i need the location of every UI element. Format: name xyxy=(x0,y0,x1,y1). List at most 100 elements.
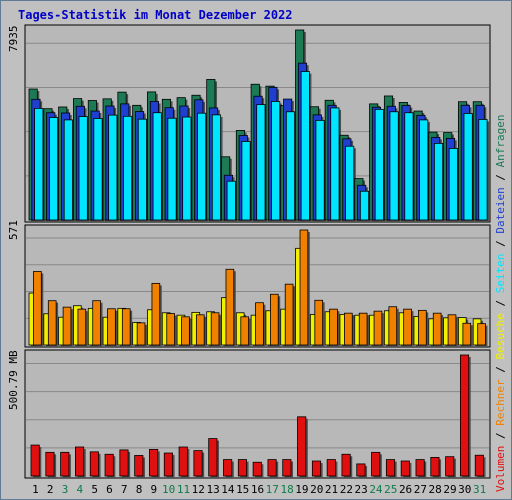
legend-besuche: Besuche xyxy=(494,313,507,359)
bar-volumen-day-9 xyxy=(149,449,159,477)
x-tick-label-4: 4 xyxy=(77,483,84,496)
bar-volumen-day-31 xyxy=(474,454,484,477)
bar-rechner-day-15 xyxy=(240,316,249,346)
legend-anfragen: Anfragen xyxy=(494,114,507,167)
bar-rechner-day-16 xyxy=(255,302,264,346)
bar-seiten-day-14 xyxy=(226,180,236,221)
bar-seiten-day-8 xyxy=(137,118,147,221)
bar-rechner-day-29 xyxy=(447,314,457,346)
x-tick-label-18: 18 xyxy=(280,483,293,496)
bar-rechner-day-14 xyxy=(225,268,235,346)
x-tick-label-7: 7 xyxy=(121,483,128,496)
bar-rechner-day-6 xyxy=(107,308,116,346)
x-tick-label-29: 29 xyxy=(443,483,456,496)
bar-rechner-day-4 xyxy=(77,308,87,346)
bar-volumen-day-27 xyxy=(415,459,425,477)
x-tick-label-26: 26 xyxy=(399,483,412,496)
x-tick-label-5: 5 xyxy=(91,483,98,496)
bar-seiten-day-26 xyxy=(404,112,414,221)
x-tick-label-2: 2 xyxy=(47,483,54,496)
bar-seiten-day-4 xyxy=(78,116,88,221)
bar-seiten-day-13 xyxy=(211,114,221,221)
bar-rechner-day-9 xyxy=(151,282,161,346)
bar-seiten-day-21 xyxy=(330,107,340,221)
bar-rechner-day-8 xyxy=(136,322,146,346)
bar-rechner-day-19 xyxy=(299,229,309,346)
legend-separator: / xyxy=(494,234,507,254)
x-tick-label-13: 13 xyxy=(206,483,219,496)
legend-separator: / xyxy=(494,360,507,380)
bar-volumen-day-12 xyxy=(193,450,203,477)
bar-seiten-day-6 xyxy=(108,114,118,221)
bar-seiten-day-12 xyxy=(197,112,207,221)
bar-volumen-day-6 xyxy=(104,453,114,477)
x-tick-label-19: 19 xyxy=(295,483,308,496)
x-tick-label-30: 30 xyxy=(458,483,471,496)
bar-volumen-day-17 xyxy=(267,459,277,477)
bar-volumen-day-10 xyxy=(163,452,173,477)
bar-seiten-day-31 xyxy=(478,119,488,221)
bar-rechner-day-24 xyxy=(373,310,383,346)
bar-volumen-day-29 xyxy=(445,456,455,477)
bar-volumen-day-25 xyxy=(385,459,396,477)
bar-rechner-day-26 xyxy=(403,308,412,346)
bar-rechner-day-13 xyxy=(210,312,220,346)
bar-seiten-day-11 xyxy=(182,116,192,221)
x-tick-label-10: 10 xyxy=(162,483,175,496)
bar-volumen-day-3 xyxy=(60,451,70,477)
bar-seiten-day-25 xyxy=(389,111,399,221)
bar-rechner-day-18 xyxy=(284,283,294,346)
x-tick-label-11: 11 xyxy=(177,483,190,496)
bar-rechner-day-1 xyxy=(33,271,42,346)
legend-separator: / xyxy=(494,426,507,446)
bar-rechner-day-10 xyxy=(166,313,175,346)
bar-seiten-day-19 xyxy=(300,71,310,221)
bar-volumen-day-4 xyxy=(75,446,85,477)
bar-rechner-day-27 xyxy=(418,309,427,346)
bar-volumen-day-1 xyxy=(30,444,40,477)
legend-rechner: Rechner xyxy=(494,379,507,426)
x-tick-label-28: 28 xyxy=(429,483,442,496)
max-label-middle: 571 xyxy=(7,220,20,240)
bar-seiten-day-30 xyxy=(463,113,473,221)
bar-seiten-day-29 xyxy=(448,148,458,221)
bar-seiten-day-23 xyxy=(359,190,370,221)
bar-rechner-day-30 xyxy=(462,322,472,346)
bar-volumen-day-2 xyxy=(45,451,55,477)
bar-seiten-day-20 xyxy=(315,119,325,221)
x-tick-label-1: 1 xyxy=(32,483,39,496)
bar-seiten-day-7 xyxy=(123,115,133,221)
bar-rechner-day-22 xyxy=(344,312,353,346)
bar-volumen-day-24 xyxy=(371,451,381,477)
bar-seiten-day-2 xyxy=(49,117,59,221)
x-tick-label-3: 3 xyxy=(62,483,69,496)
bar-seiten-day-1 xyxy=(34,108,44,221)
x-tick-label-22: 22 xyxy=(340,483,353,496)
bar-rechner-day-25 xyxy=(388,306,398,346)
bar-seiten-day-24 xyxy=(374,108,384,221)
bar-volumen-day-23 xyxy=(356,463,366,477)
x-tick-label-31: 31 xyxy=(473,483,486,496)
x-tick-label-12: 12 xyxy=(192,483,205,496)
bar-rechner-day-5 xyxy=(92,300,101,346)
x-tick-label-21: 21 xyxy=(325,483,338,496)
x-tick-label-14: 14 xyxy=(221,483,235,496)
bar-rechner-day-12 xyxy=(195,314,205,346)
bar-seiten-day-10 xyxy=(167,117,177,221)
x-tick-label-9: 9 xyxy=(151,483,158,496)
bar-rechner-day-2 xyxy=(47,300,57,346)
right-legend: Volumen / Rechner / Besuche / Seiten / D… xyxy=(494,114,507,492)
legend-separator: / xyxy=(494,293,507,313)
x-tick-label-17: 17 xyxy=(266,483,279,496)
bar-seiten-day-16 xyxy=(256,104,266,221)
bar-seiten-day-3 xyxy=(63,119,73,221)
x-tick-label-23: 23 xyxy=(355,483,368,496)
x-tick-label-15: 15 xyxy=(236,483,249,496)
legend-volumen: Volumen xyxy=(494,446,507,492)
bar-volumen-day-13 xyxy=(208,438,218,477)
x-tick-label-25: 25 xyxy=(384,483,397,496)
max-label-top: 7935 xyxy=(7,26,20,53)
legend-seiten: Seiten xyxy=(494,254,507,294)
bar-volumen-day-16 xyxy=(252,461,262,477)
x-tick-label-24: 24 xyxy=(369,483,383,496)
